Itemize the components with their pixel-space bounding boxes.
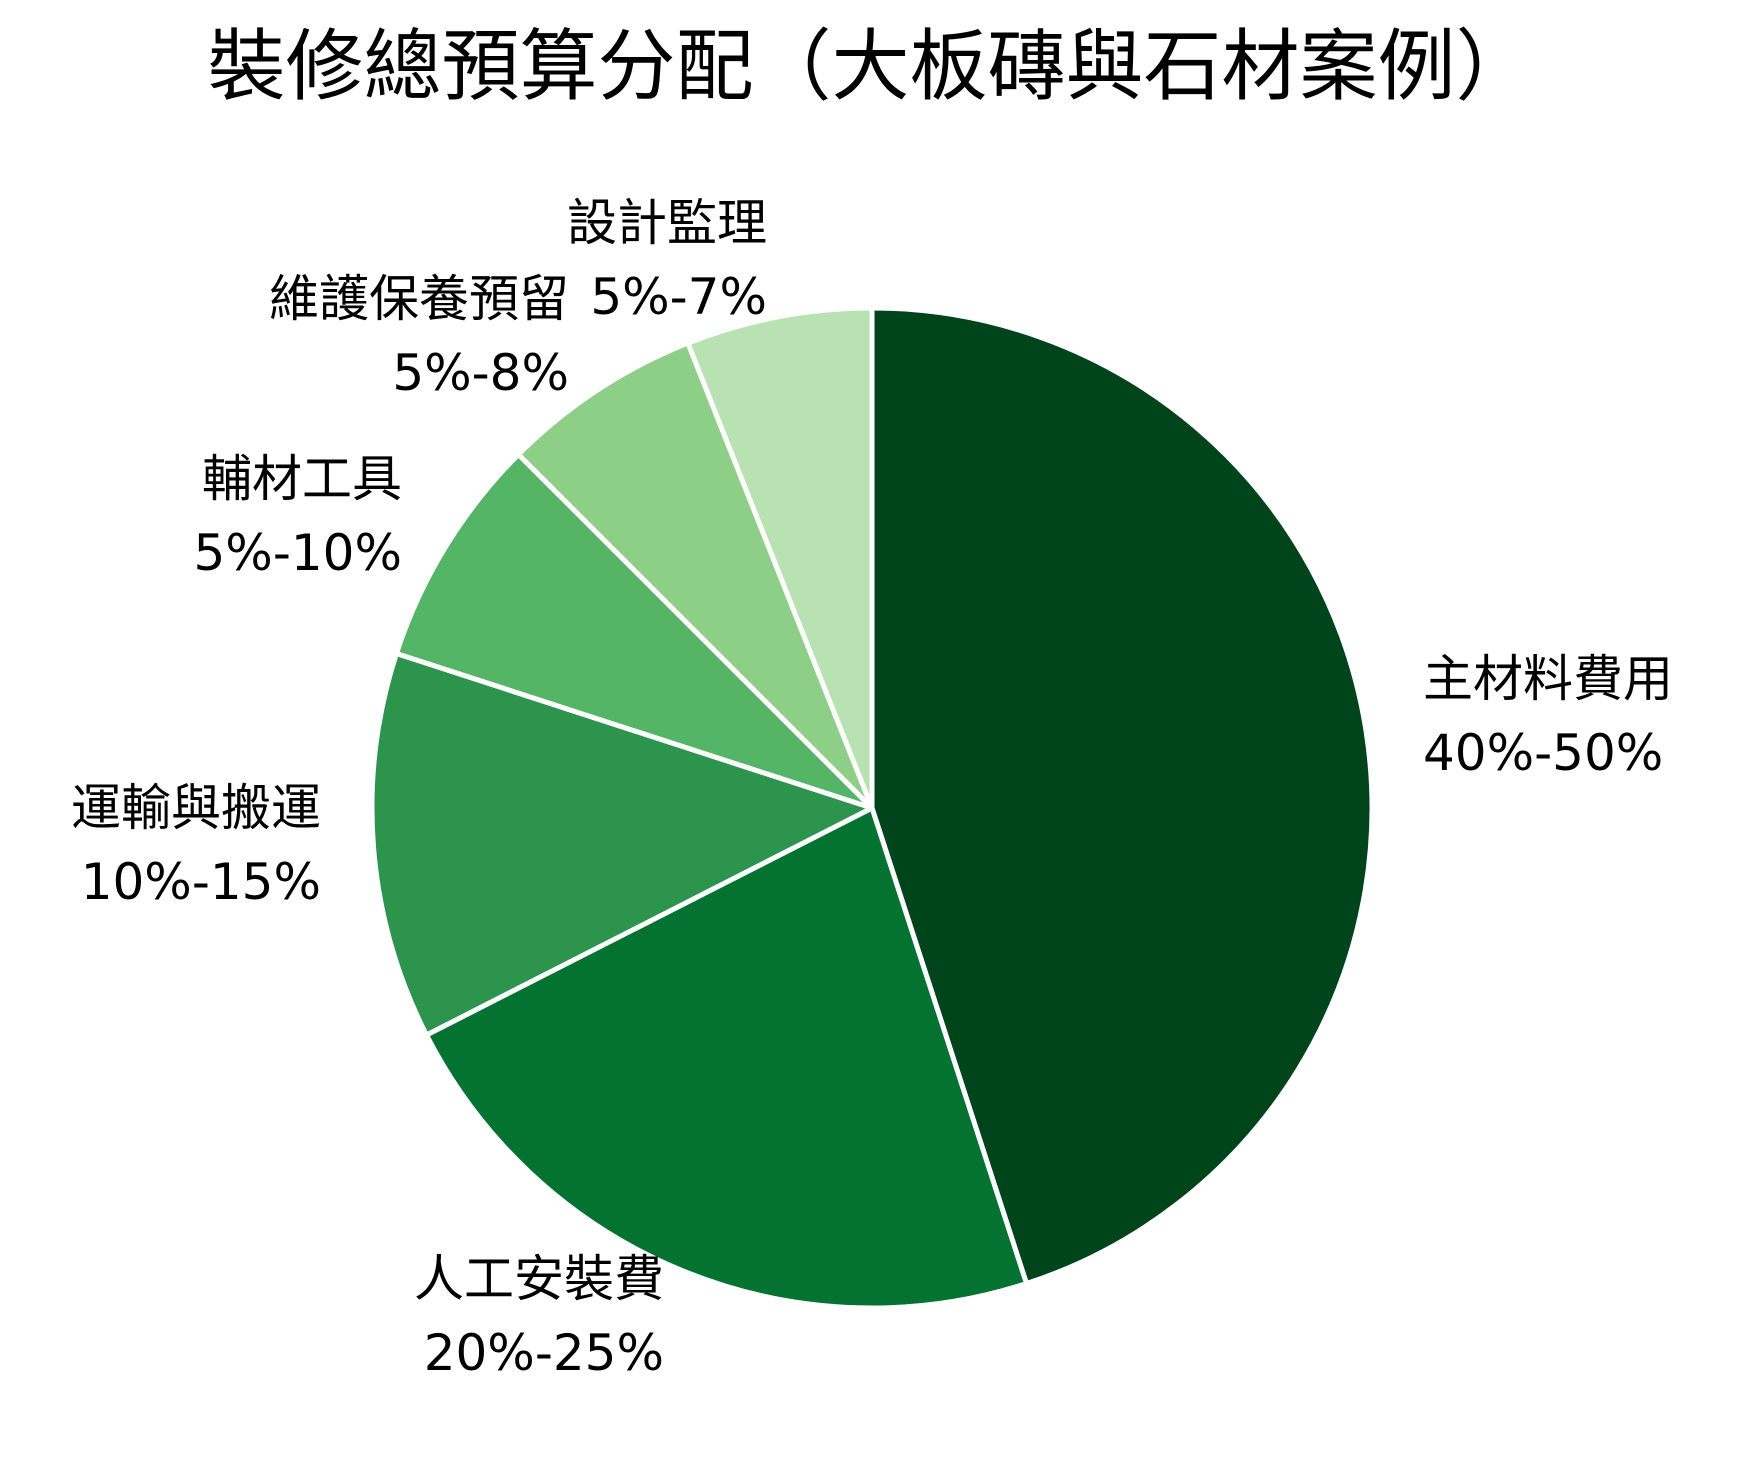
pie-slice (393, 451, 875, 811)
chart-title: 裝修總預算分配（大板磚與石材案例） (207, 22, 1534, 112)
label-transport-name: 運輸與搬運 (71, 779, 321, 837)
pie-slice (423, 805, 1030, 1311)
label-main-materials-range: 40%-50% (1423, 724, 1664, 782)
pie-slice (685, 305, 875, 811)
label-design-supervision-range: 5%-7% (590, 268, 767, 326)
label-maintenance-reserve-name: 維護保養預留 (269, 270, 569, 328)
label-maintenance-reserve-range: 5%-8% (392, 344, 569, 402)
label-auxiliary-tools-name: 輔材工具 (202, 450, 402, 508)
label-auxiliary-tools: 輔材工具 5%-10% (102, 442, 403, 590)
label-labor-installation-range: 20%-25% (423, 1324, 664, 1382)
label-transport-range: 10%-15% (80, 853, 321, 911)
label-transport: 運輸與搬運 10%-15% (21, 771, 321, 919)
pie-slice (869, 305, 1375, 1287)
label-main-materials-name: 主材料費用 (1423, 650, 1673, 708)
label-design-supervision-name: 設計監理 (567, 194, 767, 252)
pie-slice (369, 650, 875, 1038)
label-labor-installation: 人工安裝費 20%-25% (364, 1242, 664, 1390)
pie-slice (515, 340, 875, 811)
label-main-materials: 主材料費用 40%-50% (1423, 642, 1673, 790)
label-maintenance-reserve: 維護保養預留 5%-8% (169, 262, 569, 410)
label-labor-installation-name: 人工安裝費 (414, 1250, 664, 1308)
label-auxiliary-tools-range: 5%-10% (193, 524, 403, 582)
label-design-supervision: 設計監理 5%-7% (467, 186, 767, 334)
